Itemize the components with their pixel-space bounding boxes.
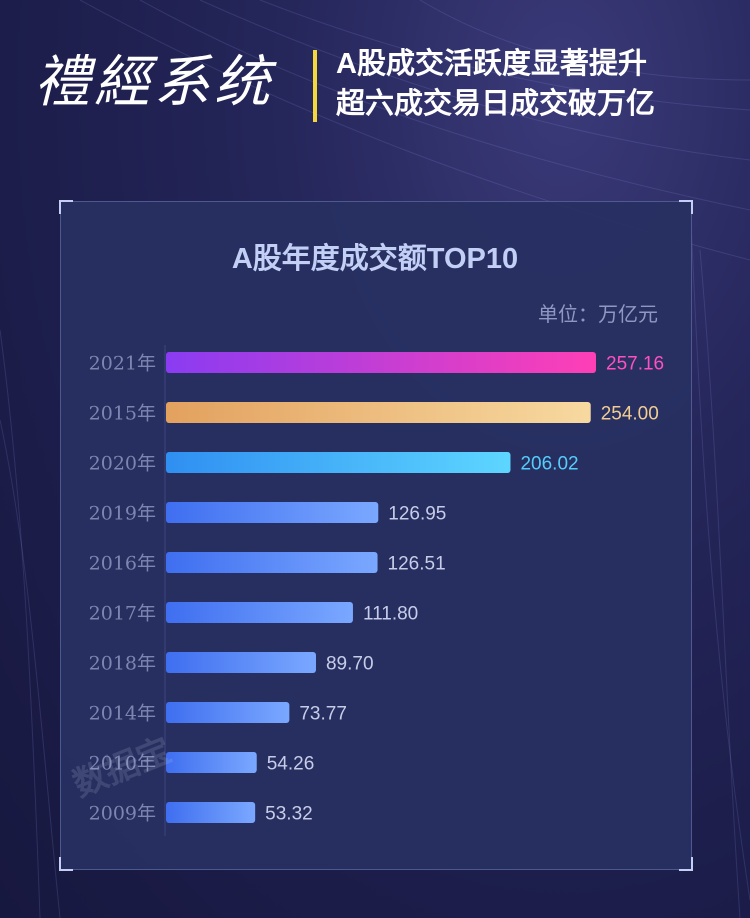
value-label: 53.32 bbox=[265, 804, 313, 825]
category-label: 2017年 bbox=[89, 603, 156, 625]
panel-corner bbox=[59, 857, 73, 871]
chart-title: A股年度成交额TOP10 bbox=[231, 243, 519, 275]
panel-corner bbox=[679, 200, 693, 214]
header: 禮經系统 A股成交活跃度显著提升 超六成交易日成交破万亿 bbox=[0, 0, 750, 150]
value-label: 89.70 bbox=[326, 654, 374, 675]
value-label: 73.77 bbox=[299, 704, 347, 725]
panel-corner bbox=[59, 200, 73, 214]
value-label: 126.51 bbox=[388, 554, 446, 575]
category-label: 2019年 bbox=[89, 503, 156, 525]
category-label: 2020年 bbox=[89, 453, 156, 475]
value-label: 54.26 bbox=[267, 754, 315, 775]
bar bbox=[166, 352, 596, 373]
category-label: 2010年 bbox=[89, 753, 156, 775]
unit-label: 单位：万亿元 bbox=[538, 304, 658, 326]
headline-line-2: 超六成交易日成交破万亿 bbox=[336, 88, 656, 120]
panel-corner bbox=[679, 857, 693, 871]
bar bbox=[166, 752, 257, 773]
bar bbox=[166, 802, 256, 823]
header-divider bbox=[313, 50, 317, 122]
category-label: 2014年 bbox=[89, 703, 156, 725]
headline-line-1: A股成交活跃度显著提升 bbox=[336, 48, 647, 80]
value-label: 111.80 bbox=[363, 604, 418, 625]
category-label: 2021年 bbox=[89, 353, 156, 375]
category-label: 2015年 bbox=[89, 403, 156, 425]
value-label: 257.16 bbox=[606, 354, 664, 375]
category-label: 2018年 bbox=[89, 653, 156, 675]
brand-logo: 禮經系统 bbox=[34, 50, 274, 115]
bar bbox=[166, 402, 591, 423]
bar bbox=[166, 602, 353, 623]
bar bbox=[166, 502, 379, 523]
category-label: 2009年 bbox=[89, 803, 156, 825]
bar bbox=[166, 652, 316, 673]
value-label: 126.95 bbox=[388, 504, 446, 525]
value-label: 206.02 bbox=[520, 454, 578, 475]
headline: A股成交活跃度显著提升 超六成交易日成交破万亿 bbox=[336, 44, 655, 124]
bars-layer: 2021年 257.16 2015年 254.00 2020年 206.02 2019年 12… bbox=[89, 352, 664, 825]
bar bbox=[166, 552, 378, 573]
category-label: 2016年 bbox=[89, 553, 156, 575]
bar bbox=[166, 702, 290, 723]
value-label: 254.00 bbox=[601, 404, 659, 425]
bar bbox=[166, 452, 511, 473]
